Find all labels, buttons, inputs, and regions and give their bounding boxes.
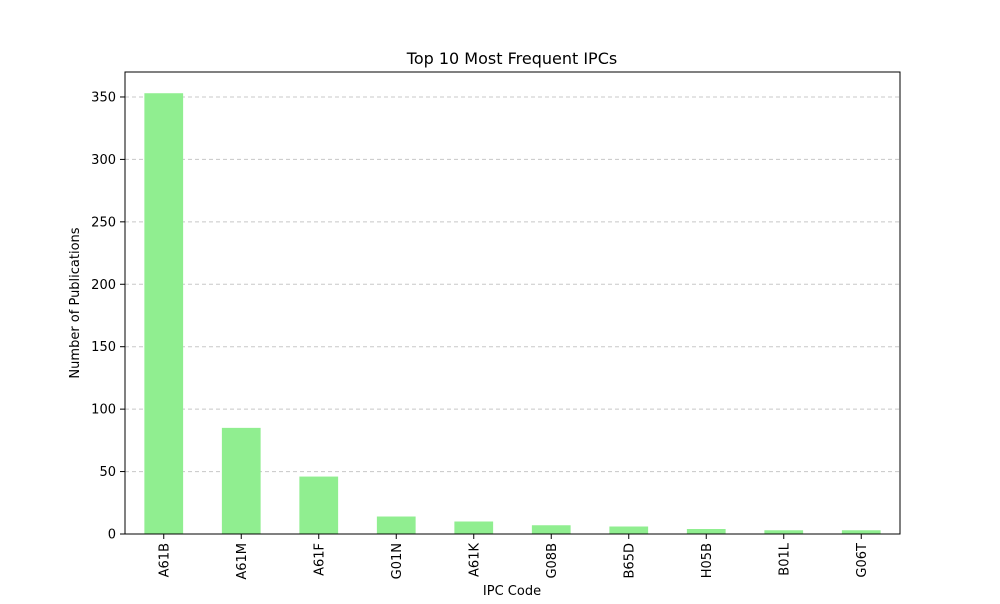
- y-tick-label: 150: [91, 340, 116, 355]
- y-axis-label: Number of Publications: [68, 227, 83, 378]
- bar-a61k: [454, 522, 493, 534]
- bar-h05b: [687, 529, 726, 534]
- y-tick-label: 250: [91, 215, 116, 230]
- y-tick-label: 50: [99, 465, 116, 480]
- y-tick-label: 0: [108, 528, 116, 543]
- x-tick-label: B65D: [622, 543, 637, 578]
- x-tick-label: A61F: [312, 543, 327, 576]
- x-tick-label: B01L: [777, 542, 792, 575]
- x-tick-label: A61B: [157, 543, 172, 577]
- y-tick-label: 200: [91, 278, 116, 293]
- chart-title: Top 10 Most Frequent IPCs: [406, 49, 617, 68]
- bar-g06t: [842, 530, 881, 534]
- gridlines: [125, 97, 900, 472]
- y-tick-label: 100: [91, 403, 116, 418]
- x-axis-label: IPC Code: [483, 584, 541, 599]
- x-tick-label: G08B: [545, 543, 560, 579]
- x-tick-label: A61M: [235, 543, 250, 580]
- bar-g01n: [377, 517, 416, 534]
- bar-b01l: [764, 530, 803, 534]
- bar-g08b: [532, 525, 571, 534]
- x-tick-label: G01N: [390, 543, 405, 579]
- bar-a61b: [144, 93, 183, 534]
- x-tick-label: A61K: [467, 543, 482, 577]
- x-tick-label: G06T: [855, 543, 870, 578]
- x-tick-label: H05B: [700, 543, 715, 578]
- y-tick-label: 300: [91, 153, 116, 168]
- bar-b65d: [609, 527, 648, 534]
- y-tick-label: 350: [91, 90, 116, 105]
- bar-a61f: [299, 477, 338, 534]
- x-axis-ticks: A61B A61M A61F G01N A61K G08B B65D H05B B01L G06T: [157, 534, 870, 580]
- bar-a61m: [222, 428, 261, 534]
- y-axis-ticks: 0 50 100 150 200 250 300 350: [91, 90, 125, 542]
